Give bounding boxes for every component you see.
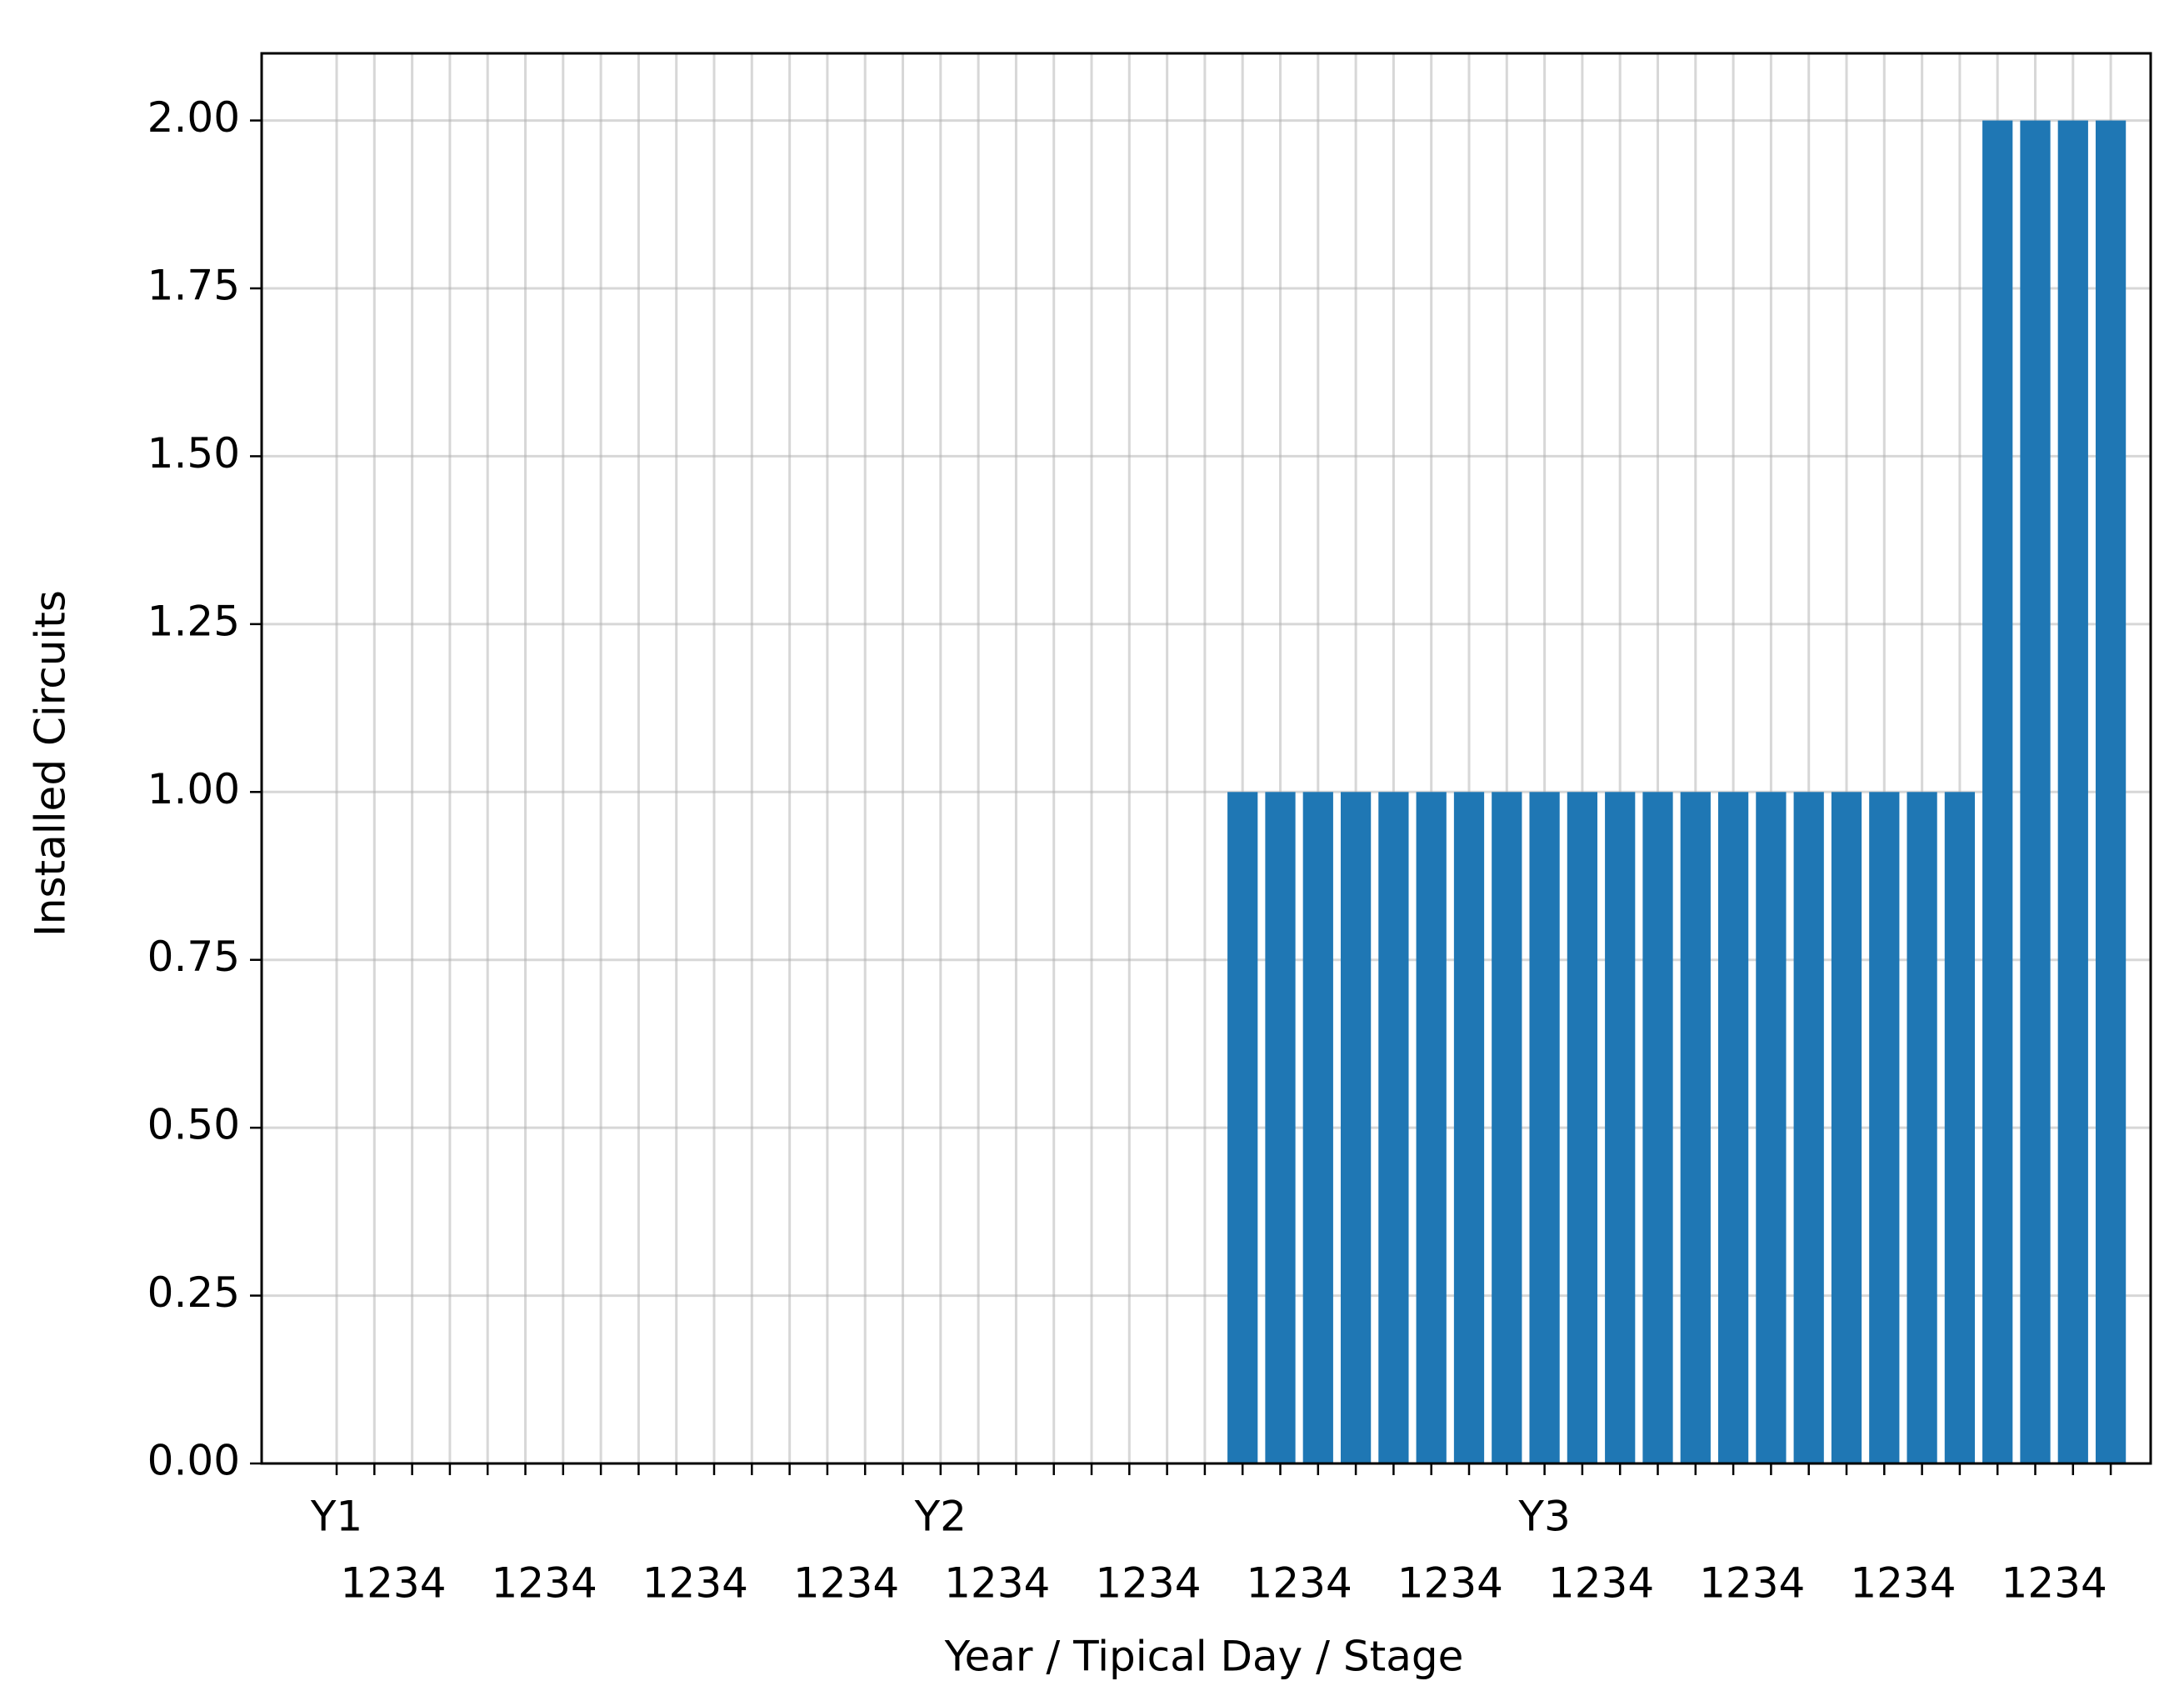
- bar: [1717, 792, 1749, 1463]
- y-tick-label: 0.25: [147, 1268, 240, 1317]
- y-tick-label: 1.25: [147, 597, 240, 645]
- day-label: 1234: [642, 1559, 748, 1608]
- day-label: 1234: [793, 1559, 899, 1608]
- x-axis-label: Year / Tipical Day / Stage: [944, 1633, 1464, 1681]
- bar: [1907, 792, 1937, 1463]
- y-tick-label: 1.00: [147, 765, 240, 813]
- y-tick-label: 0.75: [147, 933, 240, 981]
- bar: [1869, 792, 1900, 1463]
- day-label: 1234: [1699, 1559, 1805, 1608]
- bar: [1302, 792, 1333, 1463]
- bar: [2020, 120, 2051, 1464]
- bar: [1529, 792, 1560, 1463]
- bar: [1340, 792, 1372, 1463]
- day-label: 1234: [944, 1559, 1050, 1608]
- day-label: 1234: [2002, 1559, 2107, 1608]
- bar: [1567, 792, 1598, 1463]
- bar: [1642, 792, 1673, 1463]
- year-label: Y1: [310, 1493, 362, 1541]
- y-tick-label: 2.00: [147, 93, 240, 142]
- bar: [1378, 792, 1409, 1463]
- bar: [2057, 120, 2088, 1464]
- y-axis-label: Installed Circuits: [27, 590, 75, 937]
- day-label: 1234: [1095, 1559, 1201, 1608]
- bar: [1605, 792, 1636, 1463]
- year-label: Y3: [1517, 1493, 1570, 1541]
- day-label: 1234: [1247, 1559, 1352, 1608]
- bar: [1453, 792, 1485, 1463]
- bar: [1416, 792, 1447, 1463]
- day-label: 1234: [1850, 1559, 1956, 1608]
- y-tick-label: 1.50: [147, 429, 240, 478]
- bar: [1831, 792, 1862, 1463]
- bar: [2095, 120, 2127, 1464]
- y-tick-label: 0.00: [147, 1437, 240, 1485]
- plot-frame: [260, 52, 2152, 1465]
- bar: [1793, 792, 1824, 1463]
- bar: [1265, 792, 1296, 1463]
- bar: [1492, 792, 1522, 1463]
- bar: [1680, 792, 1711, 1463]
- day-label: 1234: [1548, 1559, 1654, 1608]
- day-label: 1234: [1397, 1559, 1503, 1608]
- bar: [1982, 120, 2013, 1464]
- bar: [1944, 792, 1976, 1463]
- day-label: 1234: [492, 1559, 597, 1608]
- y-tick-label: 1.75: [147, 262, 240, 310]
- bar: [1227, 792, 1258, 1463]
- day-label: 1234: [340, 1559, 446, 1608]
- year-label: Y2: [914, 1493, 967, 1541]
- y-tick-label: 0.50: [147, 1101, 240, 1149]
- bar: [1756, 792, 1787, 1463]
